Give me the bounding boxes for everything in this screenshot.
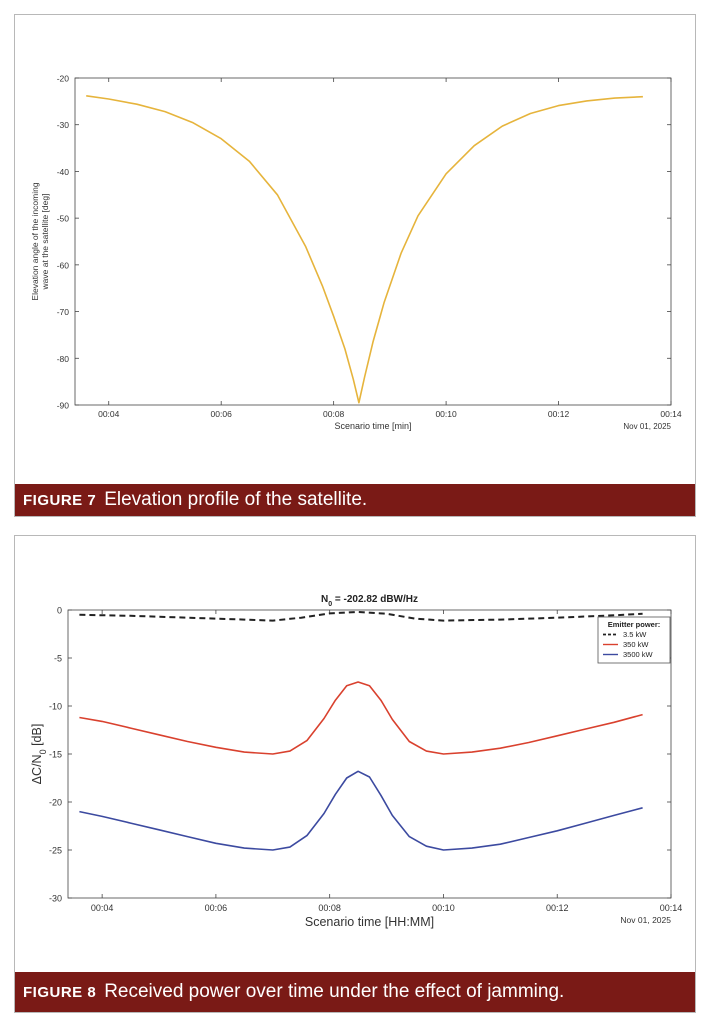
y-tick-label: -40 <box>57 167 70 177</box>
figure-8-panel: 00:04 00:06 00:08 00:10 00:12 00:14 0 -5 -10 -15 -… <box>14 535 696 1013</box>
x-tick-label: 00:12 <box>546 903 569 913</box>
x-tick-label: 00:14 <box>660 903 683 913</box>
x-tick-label: 00:12 <box>548 409 570 419</box>
axes-box <box>67 609 672 899</box>
y-tick-label: -5 <box>54 654 62 664</box>
x-tick-label: 00:10 <box>435 409 457 419</box>
y-tick-label: -90 <box>57 401 70 411</box>
legend-title: Emitter power: <box>608 620 661 629</box>
legend-label: 3500 kW <box>623 650 654 659</box>
x-tick-label: 00:04 <box>91 903 114 913</box>
y-tick-label: 0 <box>57 606 62 616</box>
y-tick-label: -30 <box>57 120 70 130</box>
series-line-350-kw <box>79 681 643 755</box>
figure-7-label: FIGURE 7 <box>23 491 97 509</box>
y-tick-label: -80 <box>57 354 70 364</box>
y-tick-label: -50 <box>57 214 70 224</box>
y-tick-label: -15 <box>49 750 62 760</box>
x-tick-label: 00:08 <box>323 409 345 419</box>
x-tick-label: 00:06 <box>211 409 233 419</box>
series-line-3.5-kw <box>79 610 643 622</box>
x-tick-label: 00:10 <box>432 903 455 913</box>
figure-7-panel: 00:04 00:06 00:08 00:10 00:12 00:14 -20 -30 -40 -… <box>14 14 696 517</box>
y-tick-label: -25 <box>49 846 62 856</box>
x-tick-label: 00:08 <box>318 903 341 913</box>
figure-8-label: FIGURE 8 <box>23 983 97 1001</box>
x-tick-label: 00:06 <box>205 903 228 913</box>
y-tick-label: -10 <box>49 702 62 712</box>
y-tick-label: -70 <box>57 307 70 317</box>
x-tick-label: 00:04 <box>98 409 120 419</box>
y-axis-label-line: Elevation angle of the incoming <box>30 182 40 300</box>
y-axis-label: ΔC/N0 [dB] <box>30 724 48 785</box>
figure-7-caption: FIGURE 7 Elevation profile of the satell… <box>15 484 695 516</box>
x-axis-label: Scenario time [min] <box>334 421 411 431</box>
x-tick-label: 00:14 <box>660 409 682 419</box>
y-tick-label: -30 <box>49 894 62 904</box>
date-label: Nov 01, 2025 <box>620 915 671 925</box>
y-axis-label-line: wave at the satellite [deg] <box>40 194 50 291</box>
jamming-chart: 00:04 00:06 00:08 00:10 00:12 00:14 0 -5 -10 -15 -… <box>30 594 683 929</box>
series-line-3500-kw <box>79 770 643 851</box>
y-tick-label: -60 <box>57 260 70 270</box>
legend-label: 3.5 kW <box>623 630 647 639</box>
legend-label: 350 kW <box>623 640 649 649</box>
y-tick-label: -20 <box>57 74 70 84</box>
elevation-chart: 00:04 00:06 00:08 00:10 00:12 00:14 -20 -30 -40 -… <box>30 74 682 432</box>
figure-8-caption: FIGURE 8 Received power over time under … <box>15 972 695 1012</box>
legend-box <box>597 616 671 664</box>
figure-7-caption-text: Elevation profile of the satellite. <box>104 489 368 510</box>
series-line-elevation <box>86 95 643 404</box>
x-axis-label: Scenario time [HH:MM] <box>305 915 434 929</box>
figure-8-caption-text: Received power over time under the effec… <box>104 981 565 1002</box>
y-tick-label: -20 <box>49 798 62 808</box>
axes-box <box>74 77 672 406</box>
chart-title: N0 = -202.82 dBW/Hz <box>321 594 418 608</box>
date-label: Nov 01, 2025 <box>623 422 671 431</box>
